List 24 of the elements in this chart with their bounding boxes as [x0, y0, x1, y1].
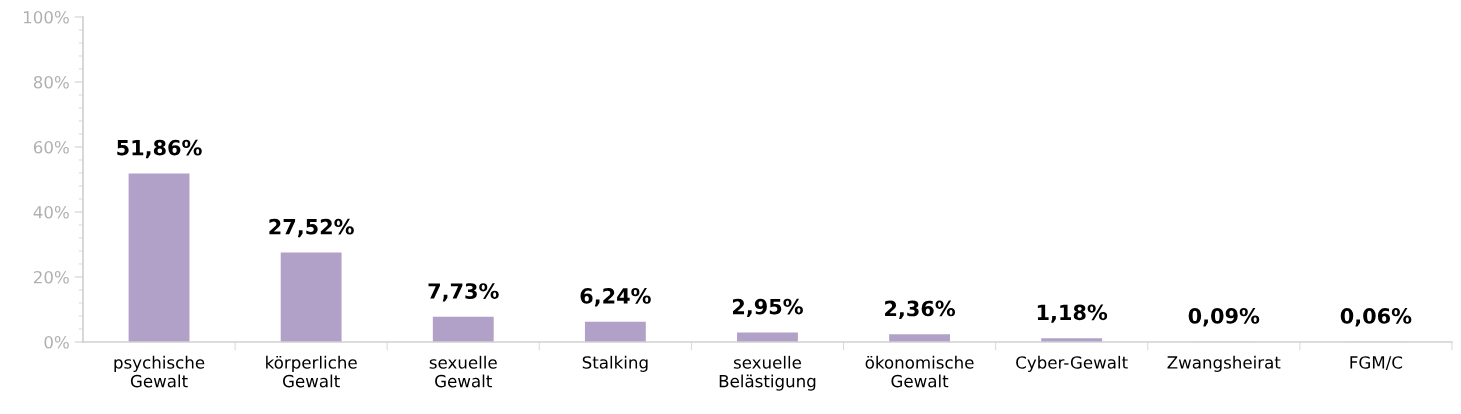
x-tick-label: Cyber-Gewalt — [1016, 355, 1128, 372]
y-tick-label: 20% — [33, 270, 69, 284]
data-label: 27,52% — [269, 218, 354, 238]
data-label: 0,09% — [1188, 307, 1260, 327]
x-tick-label: ökonomische Gewalt — [865, 355, 974, 388]
data-label: 51,86% — [117, 139, 202, 159]
x-tick-label: körperliche Gewalt — [266, 355, 357, 388]
x-tick-label: psychische Gewalt — [114, 355, 205, 388]
data-label: 7,73% — [428, 283, 499, 302]
data-label: 0,06% — [1340, 308, 1412, 327]
y-tick-label: 0% — [44, 335, 69, 349]
x-tick-label: FGM/C — [1350, 356, 1403, 371]
data-label: 2,95% — [732, 298, 803, 318]
y-tick-label: 80% — [33, 75, 69, 89]
y-tick-label: 40% — [33, 205, 69, 219]
x-tick-label: sexuelle Gewalt — [429, 355, 497, 388]
data-label: 6,24% — [580, 288, 651, 307]
x-tick-label: Stalking — [582, 355, 648, 372]
data-label: 2,36% — [885, 300, 956, 320]
data-label: 1,18% — [1037, 304, 1108, 323]
y-tick-label: 100% — [23, 10, 69, 24]
y-tick-label: 60% — [33, 140, 69, 154]
x-tick-label: Zwangsheirat — [1167, 355, 1281, 372]
x-tick-label: sexuelle Belästigung — [719, 355, 816, 391]
